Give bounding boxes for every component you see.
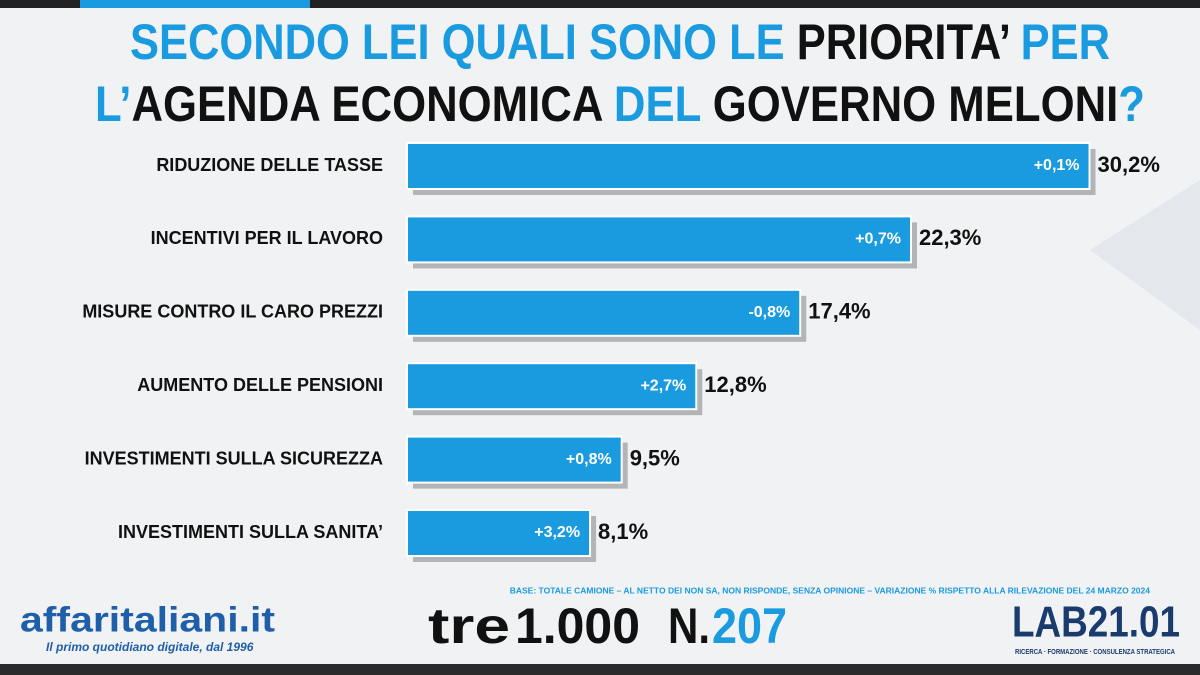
change-label: -0,8% [748,304,790,321]
category-label: MISURE CONTRO IL CARO PREZZI [82,302,383,322]
top-strip [0,0,1200,8]
brand: affaritaliani.it [20,600,275,639]
category-label: INVESTIMENTI SULLA SANITA’ [118,522,383,542]
category-label: AUMENTO DELLE PENSIONI [137,375,383,395]
title-part: GOVERNO MELONI [713,76,1119,132]
chart-title: SECONDO LEI QUALI SONO LE PRIORITA’ PER [130,14,1110,70]
logo-1000: 1.000 [515,598,640,654]
value-label: 22,3% [919,225,981,250]
tagline: Il primo quotidiano digitale, dal 1996 [46,640,254,654]
category-label: INCENTIVI PER IL LAVORO [151,228,383,248]
logo-tre: tre [428,598,510,654]
decoration [1090,180,1200,330]
title-part: DEL [614,76,713,132]
bar [406,435,623,484]
title-part: PRIORITA’ [797,14,1021,70]
title-part: ? [1118,76,1145,132]
title-part: SECONDO LEI QUALI SONO LE [130,14,797,70]
value-label: 30,2% [1098,152,1160,177]
chart-title: L’AGENDA ECONOMICA DEL GOVERNO MELONI? [95,76,1145,132]
top-accent [80,0,310,8]
category-label: INVESTIMENTI SULLA SICUREZZA [85,448,383,468]
category-label: RIDUZIONE DELLE TASSE [156,155,383,175]
change-label: +0,8% [566,451,612,468]
change-label: +0,1% [1034,157,1080,174]
number: 207 [712,598,787,654]
bottom-strip [0,664,1200,675]
change-label: +0,7% [855,231,901,248]
change-label: +2,7% [640,377,686,394]
note: BASE: TOTALE CAMIONE – AL NETTO DEI NON … [510,585,1151,595]
lab-logo: LAB21.01 [1012,598,1180,647]
value-label: 8,1% [598,519,648,544]
title-part: PER [1021,14,1110,70]
bar [406,362,698,411]
bar [406,509,592,557]
lab-tagline: RICERCA · FORMAZIONE · CONSULENZA STRATE… [1015,649,1175,656]
title-part: AGENDA ECONOMICA [131,76,613,132]
number-prefix: N. [668,598,710,654]
value-label: 12,8% [704,372,766,397]
bar [406,215,912,264]
title-part: L’ [95,76,131,132]
bar [406,142,1091,190]
value-label: 9,5% [630,445,680,470]
bar [406,288,802,337]
change-label: +3,2% [534,524,580,541]
value-label: 17,4% [808,299,870,324]
